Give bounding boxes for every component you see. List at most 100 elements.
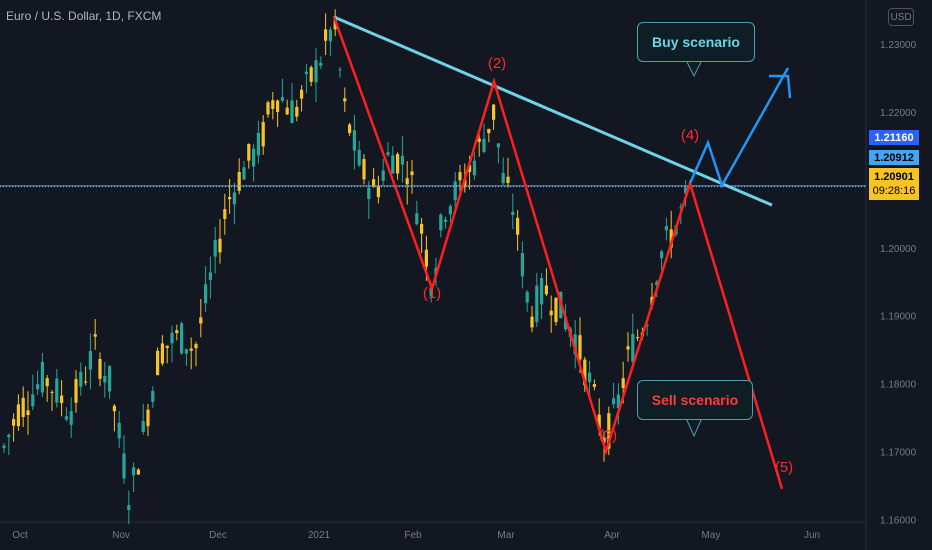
candle-body — [391, 155, 395, 174]
candle-body — [588, 372, 592, 383]
symbol-title: Euro / U.S. Dollar, 1D, FXCM — [6, 9, 162, 23]
candle-body — [324, 29, 328, 41]
candle-body — [271, 100, 275, 109]
candle-body — [40, 361, 44, 393]
candle-body — [180, 323, 184, 354]
buy-scenario-path — [688, 67, 790, 189]
candle-body — [645, 324, 649, 326]
candle-body — [16, 404, 20, 427]
buy-callout-pointer — [685, 59, 703, 78]
candle-body — [444, 219, 448, 222]
y-tick-label: 1.23000 — [880, 40, 917, 51]
candle-body — [45, 378, 49, 387]
wave-label: (5) — [775, 459, 793, 476]
candle-body — [516, 217, 520, 235]
candle-body — [74, 379, 78, 403]
candle-body — [276, 100, 280, 112]
candle-body — [482, 138, 486, 152]
y-tick-label: 1.20000 — [880, 244, 917, 255]
candle-body — [664, 226, 668, 231]
candle-body — [84, 381, 88, 383]
candle-body — [189, 348, 193, 351]
currency-button[interactable]: USD — [888, 8, 914, 26]
candle-body — [112, 405, 116, 412]
candle-body — [218, 238, 222, 253]
candle-body — [295, 106, 299, 117]
candle-body — [396, 154, 400, 174]
candle-body — [165, 345, 169, 348]
candle-body — [501, 173, 505, 184]
candle-body — [208, 272, 212, 281]
wave-label: (3) — [599, 427, 617, 444]
candle-body — [602, 437, 606, 443]
candle-body — [132, 467, 136, 476]
candle-body — [213, 239, 217, 257]
candle-body — [141, 420, 145, 432]
x-tick-label: Oct — [12, 530, 28, 541]
candle-body — [204, 284, 208, 304]
candle-body — [655, 281, 659, 286]
x-tick-label: Feb — [404, 530, 422, 541]
candle-body — [410, 171, 414, 176]
candle-body — [530, 316, 534, 328]
candle-body — [242, 167, 246, 180]
x-tick-label: Dec — [209, 530, 227, 541]
candle-body — [448, 206, 452, 215]
candle-body — [621, 378, 625, 389]
candle-body — [616, 394, 620, 408]
candle-body — [304, 71, 308, 75]
candle-body — [636, 337, 640, 339]
x-tick-label: Jun — [804, 530, 820, 541]
candle-body — [93, 334, 97, 337]
candle-body — [108, 365, 112, 392]
candle-body — [252, 148, 256, 167]
candle-body — [511, 211, 515, 216]
candle-body — [592, 384, 596, 387]
candle-body — [554, 297, 558, 322]
candle-body — [381, 170, 385, 181]
sell-scenario-label: Sell scenario — [651, 392, 739, 408]
candle-body — [36, 384, 40, 390]
candle-body — [194, 344, 198, 349]
candle-body — [400, 155, 404, 165]
wave-label: (4) — [681, 127, 699, 144]
y-tick-label: 1.17000 — [880, 448, 917, 459]
candle-body — [309, 67, 313, 82]
drawing-overlays: (1) (2) (3) (4) (5) — [0, 15, 866, 490]
candle-body — [544, 285, 548, 295]
candle-body — [583, 359, 587, 386]
candle-body — [439, 214, 443, 231]
candle-body — [477, 138, 481, 142]
candle-body — [7, 434, 11, 438]
candle-body — [50, 391, 54, 393]
candle-body — [184, 349, 188, 354]
candle-body — [626, 346, 630, 350]
candle-body — [496, 143, 500, 148]
candle-body — [415, 213, 419, 225]
candle-body — [487, 128, 491, 134]
price-tag-3-countdown: 09:28:16 — [872, 185, 916, 197]
candle-body — [612, 398, 616, 405]
candle-body — [2, 445, 6, 449]
candle-body — [69, 411, 73, 425]
candle-body — [127, 505, 131, 510]
candle-body — [261, 122, 265, 147]
candle-body — [237, 172, 241, 191]
candle-body — [506, 176, 510, 183]
candle-body — [64, 416, 68, 420]
candle-body — [160, 343, 164, 364]
candle-body — [88, 350, 92, 370]
candle-body — [285, 107, 289, 115]
candle-body — [12, 419, 16, 426]
candle-body — [564, 316, 568, 330]
candle-body — [429, 287, 433, 296]
elliott-wave-path — [332, 16, 784, 490]
candle-body — [597, 414, 601, 429]
candle-body — [319, 62, 323, 66]
candle-body — [122, 453, 126, 479]
candle-body — [228, 197, 232, 200]
candle-body — [343, 98, 347, 102]
candle-body — [362, 159, 366, 180]
price-tag-3-value: 1.20901 — [874, 171, 914, 183]
